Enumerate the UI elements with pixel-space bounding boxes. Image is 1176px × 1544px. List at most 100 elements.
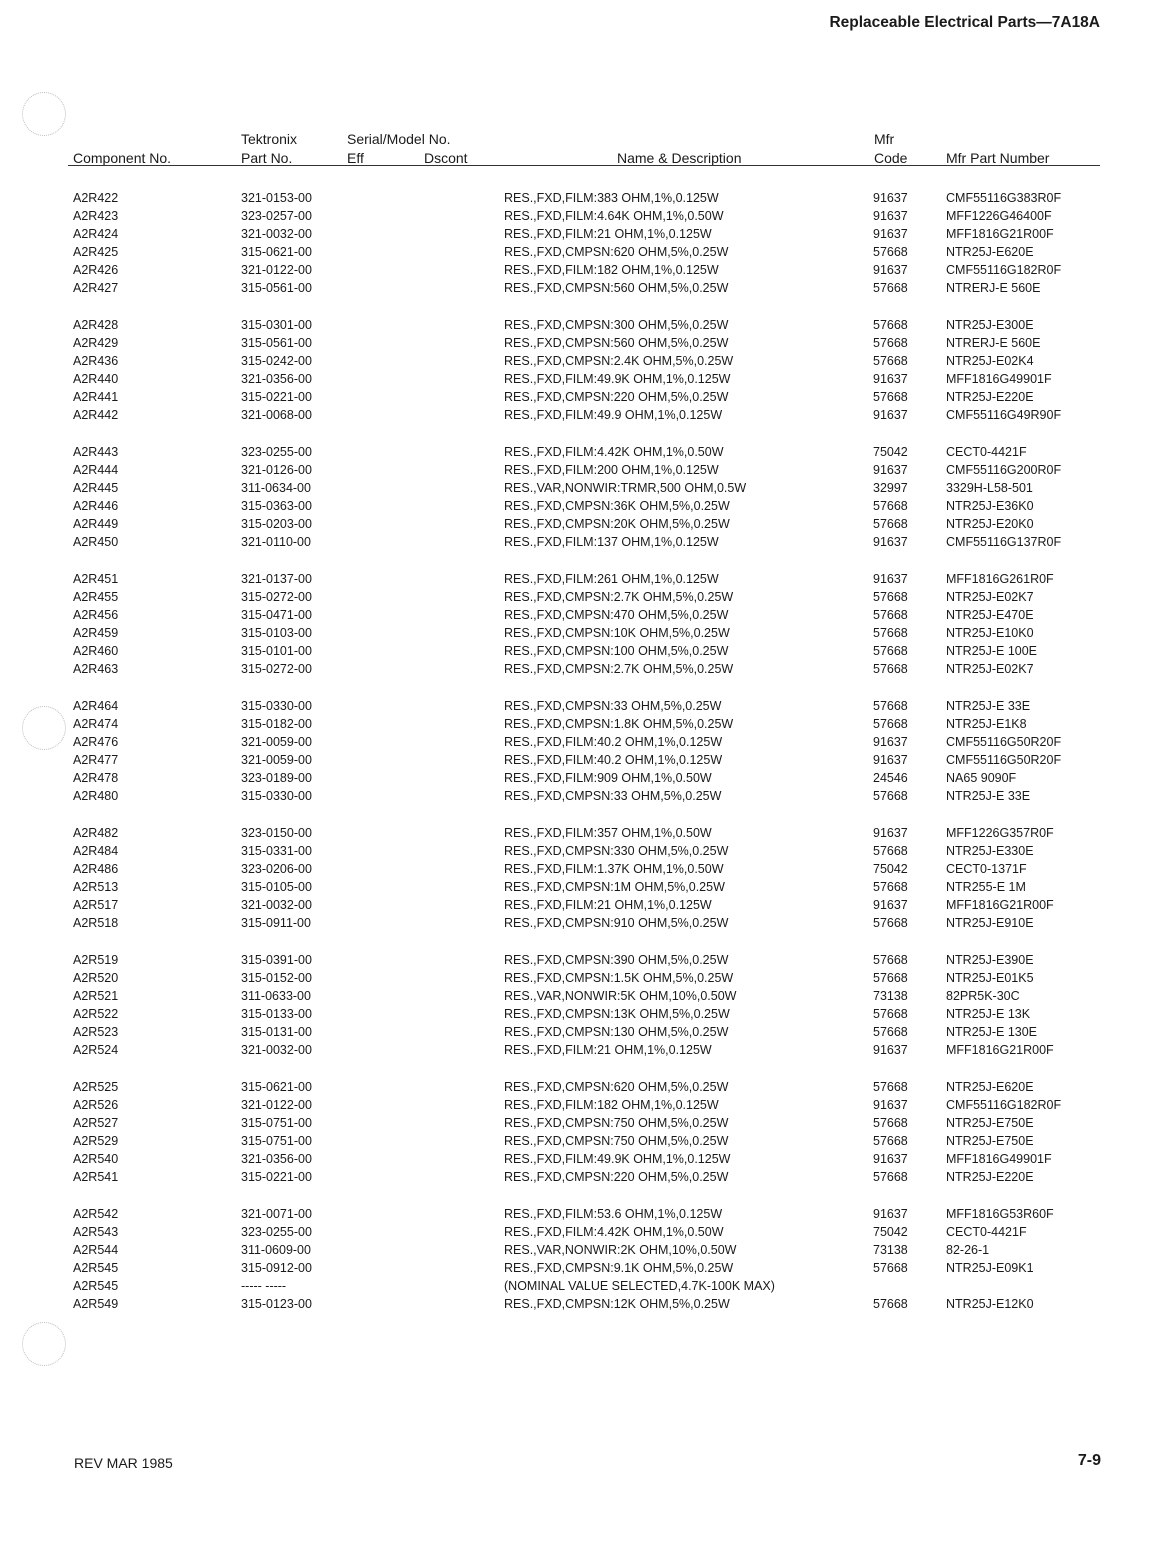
- component-no: A2R522: [73, 1007, 119, 1021]
- mfr-part-no: CMF55116G137R0F: [946, 535, 1062, 549]
- punch-hole: [22, 706, 66, 750]
- description: RES.,FXD,FILM:40.2 OHM,1%,0.125W: [504, 735, 723, 749]
- component-no: A2R456: [73, 608, 119, 622]
- part-no: 315-0751-00: [241, 1134, 312, 1148]
- table-row: A2R426 321-0122-00 RES.,FXD,FILM:182 OHM,1…: [0, 263, 1176, 281]
- table-row: A2R474 315-0182-00 RES.,FXD,CMPSN:1.8K OHM…: [0, 717, 1176, 735]
- parts-group: A2R525 315-0621-00 RES.,FXD,CMPSN:620 OHM,…: [0, 1080, 1176, 1188]
- component-no: A2R445: [73, 481, 119, 495]
- description: RES.,FXD,CMPSN:560 OHM,5%,0.25W: [504, 336, 729, 350]
- mfr-code: 24546: [873, 771, 908, 785]
- mfr-part-no: NTR25J-E36K0: [946, 499, 1034, 513]
- part-no: 321-0122-00: [241, 263, 312, 277]
- part-no: 315-0561-00: [241, 281, 312, 295]
- description: RES.,FXD,CMPSN:33 OHM,5%,0.25W: [504, 789, 722, 803]
- mfr-code: 57668: [873, 662, 908, 676]
- description: RES.,FXD,CMPSN:1.5K OHM,5%,0.25W: [504, 971, 734, 985]
- mfr-part-no: NTR25J-E1K8: [946, 717, 1027, 731]
- part-no: 311-0634-00: [241, 481, 311, 495]
- table-row: A2R455 315-0272-00 RES.,FXD,CMPSN:2.7K OHM…: [0, 590, 1176, 608]
- table-row: A2R444 321-0126-00 RES.,FXD,FILM:200 OHM,1…: [0, 463, 1176, 481]
- part-no: 323-0255-00: [241, 1225, 312, 1239]
- mfr-code: 57668: [873, 953, 908, 967]
- table-row: A2R424 321-0032-00 RES.,FXD,FILM:21 OHM,1%…: [0, 227, 1176, 245]
- table-row: A2R459 315-0103-00 RES.,FXD,CMPSN:10K OHM,…: [0, 626, 1176, 644]
- col-header-part-no: Part No.: [241, 150, 293, 166]
- parts-group: A2R542 321-0071-00 RES.,FXD,FILM:53.6 OHM,…: [0, 1207, 1176, 1315]
- punch-hole: [22, 1322, 66, 1366]
- mfr-part-no: NTR25J-E02K7: [946, 590, 1034, 604]
- component-no: A2R529: [73, 1134, 119, 1148]
- table-row: A2R449 315-0203-00 RES.,FXD,CMPSN:20K OHM,…: [0, 517, 1176, 535]
- description: RES.,FXD,FILM:21 OHM,1%,0.125W: [504, 898, 712, 912]
- component-no: A2R541: [73, 1170, 119, 1184]
- component-no: A2R545: [73, 1261, 119, 1275]
- mfr-code: 57668: [873, 626, 908, 640]
- part-no: 315-0331-00: [241, 844, 312, 858]
- description: RES.,FXD,FILM:4.42K OHM,1%,0.50W: [504, 1225, 724, 1239]
- page-number: 7-9: [1077, 1452, 1101, 1469]
- mfr-code: 91637: [873, 209, 908, 223]
- mfr-code: 57668: [873, 717, 908, 731]
- description: RES.,FXD,FILM:4.64K OHM,1%,0.50W: [504, 209, 724, 223]
- description: RES.,FXD,CMPSN:330 OHM,5%,0.25W: [504, 844, 729, 858]
- part-no: 311-0633-00: [241, 989, 311, 1003]
- mfr-part-no: NTR25J-E750E: [946, 1116, 1034, 1130]
- part-no: 315-0272-00: [241, 662, 312, 676]
- mfr-part-no: CMF55116G49R90F: [946, 408, 1062, 422]
- mfr-part-no: NTR25J-E620E: [946, 245, 1034, 259]
- part-no: 315-0133-00: [241, 1007, 312, 1021]
- description: RES.,FXD,FILM:49.9K OHM,1%,0.125W: [504, 372, 731, 386]
- description: RES.,FXD,FILM:40.2 OHM,1%,0.125W: [504, 753, 723, 767]
- component-no: A2R429: [73, 336, 119, 350]
- component-no: A2R525: [73, 1080, 119, 1094]
- mfr-part-no: NTR25J-E01K5: [946, 971, 1034, 985]
- mfr-part-no: MFF1816G53R60F: [946, 1207, 1054, 1221]
- table-row: A2R446 315-0363-00 RES.,FXD,CMPSN:36K OHM,…: [0, 499, 1176, 517]
- description: RES.,FXD,FILM:909 OHM,1%,0.50W: [504, 771, 712, 785]
- table-row: A2R456 315-0471-00 RES.,FXD,CMPSN:470 OHM,…: [0, 608, 1176, 626]
- table-row: A2R525 315-0621-00 RES.,FXD,CMPSN:620 OHM,…: [0, 1080, 1176, 1098]
- mfr-code: 57668: [873, 590, 908, 604]
- part-no: 321-0059-00: [241, 735, 312, 749]
- description: RES.,FXD,CMPSN:390 OHM,5%,0.25W: [504, 953, 729, 967]
- mfr-part-no: NTR25J-E620E: [946, 1080, 1034, 1094]
- table-row: A2R541 315-0221-00 RES.,FXD,CMPSN:220 OHM,…: [0, 1170, 1176, 1188]
- part-no: 321-0137-00: [241, 572, 312, 586]
- table-row: A2R545 ----- ----- (NOMINAL VALUE SELECTED…: [0, 1279, 1176, 1297]
- mfr-part-no: MFF1226G46400F: [946, 209, 1052, 223]
- component-no: A2R474: [73, 717, 119, 731]
- mfr-code: 91637: [873, 191, 908, 205]
- mfr-part-no: CMF55116G50R20F: [946, 753, 1062, 767]
- mfr-code: 91637: [873, 898, 908, 912]
- description: RES.,FXD,FILM:200 OHM,1%,0.125W: [504, 463, 719, 477]
- mfr-part-no: MFF1816G261R0F: [946, 572, 1054, 586]
- mfr-code: 57668: [873, 499, 908, 513]
- table-row: A2R526 321-0122-00 RES.,FXD,FILM:182 OHM,1…: [0, 1098, 1176, 1116]
- description: RES.,FXD,CMPSN:2.4K OHM,5%,0.25W: [504, 354, 734, 368]
- component-no: A2R464: [73, 699, 119, 713]
- mfr-part-no: NTR255-E 1M: [946, 880, 1026, 894]
- mfr-part-no: NTR25J-E330E: [946, 844, 1034, 858]
- mfr-code: 75042: [873, 1225, 908, 1239]
- part-no: ----- -----: [241, 1279, 287, 1293]
- table-row: A2R477 321-0059-00 RES.,FXD,FILM:40.2 OHM,…: [0, 753, 1176, 771]
- component-no: A2R523: [73, 1025, 119, 1039]
- parts-group: A2R519 315-0391-00 RES.,FXD,CMPSN:390 OHM,…: [0, 953, 1176, 1061]
- component-no: A2R480: [73, 789, 119, 803]
- mfr-code: 75042: [873, 445, 908, 459]
- mfr-code: 91637: [873, 1043, 908, 1057]
- table-row: A2R524 321-0032-00 RES.,FXD,FILM:21 OHM,1%…: [0, 1043, 1176, 1061]
- mfr-part-no: 82PR5K-30C: [946, 989, 1020, 1003]
- component-no: A2R524: [73, 1043, 119, 1057]
- col-header-dscont: Dscont: [424, 150, 468, 166]
- mfr-part-no: NTR25J-E390E: [946, 953, 1034, 967]
- table-row: A2R460 315-0101-00 RES.,FXD,CMPSN:100 OHM,…: [0, 644, 1176, 662]
- mfr-code: 57668: [873, 1134, 908, 1148]
- description: RES.,FXD,CMPSN:1M OHM,5%,0.25W: [504, 880, 725, 894]
- mfr-part-no: NTR25J-E 100E: [946, 644, 1038, 658]
- table-row: A2R520 315-0152-00 RES.,FXD,CMPSN:1.5K OHM…: [0, 971, 1176, 989]
- mfr-part-no: CMF55116G182R0F: [946, 1098, 1062, 1112]
- mfr-code: 57668: [873, 1080, 908, 1094]
- mfr-code: 73138: [873, 1243, 908, 1257]
